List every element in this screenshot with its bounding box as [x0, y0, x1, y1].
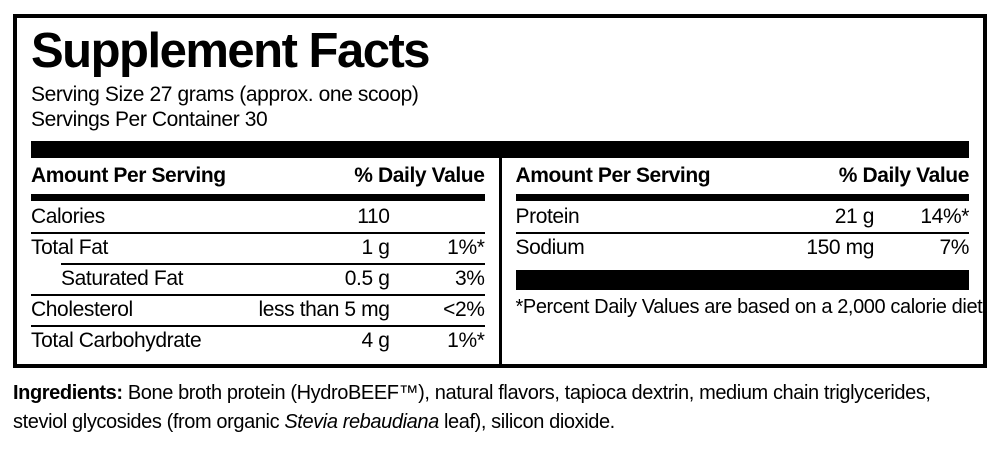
- nutrient-amount: less than 5 mg: [258, 297, 390, 321]
- table-row-saturated-fat: Saturated Fat 0.5 g 3%: [31, 263, 485, 294]
- thick-divider-bar-footnote: [515, 270, 969, 290]
- column-divider-rule: [498, 158, 502, 364]
- ingredients-label: Ingredients:: [13, 382, 123, 404]
- supplement-facts-panel: Supplement Facts Serving Size 27 grams (…: [13, 14, 988, 368]
- header-rule-bar: [515, 194, 969, 201]
- daily-value-header: % Daily Value: [354, 164, 485, 187]
- nutrient-dv: 1%*: [447, 328, 485, 352]
- amount-per-serving-header: Amount Per Serving: [31, 164, 226, 187]
- serving-info: Serving Size 27 grams (approx. one scoop…: [31, 82, 969, 132]
- nutrient-amount: 110: [357, 204, 390, 228]
- servings-per-container-text: Servings Per Container 30: [31, 108, 268, 131]
- daily-value-footnote: *Percent Daily Values are based on a 2,0…: [515, 296, 988, 318]
- nutrient-name: Protein: [515, 204, 580, 228]
- right-nutrition-column: Amount Per Serving % Daily Value Protein…: [515, 158, 988, 364]
- nutrient-amount: 4 g: [361, 328, 390, 352]
- table-row-total-carbohydrate: Total Carbohydrate 4 g 1%*: [31, 325, 485, 356]
- table-row-total-fat: Total Fat 1 g 1%*: [31, 232, 485, 263]
- nutrient-amount: 1 g: [361, 235, 390, 259]
- header-rule-bar: [31, 194, 485, 201]
- left-nutrition-column: Amount Per Serving % Daily Value Calorie…: [31, 158, 485, 364]
- nutrient-dv: 1%*: [447, 235, 485, 259]
- ingredients-paragraph: Ingredients: Bone broth protein (HydroBE…: [13, 379, 987, 437]
- nutrient-name: Total Fat: [31, 235, 108, 259]
- ingredients-text-before: Bone broth protein (HydroBEEF™), natural…: [13, 382, 931, 433]
- serving-size-text: Serving Size 27 grams (approx. one scoop…: [31, 83, 419, 106]
- nutrient-name: Total Carbohydrate: [31, 328, 202, 352]
- table-row-cholesterol: Cholesterol less than 5 mg <2%: [31, 294, 485, 325]
- nutrient-name: Saturated Fat: [61, 266, 184, 290]
- nutrient-dv: <2%: [443, 297, 485, 321]
- thick-divider-bar-top: [31, 141, 969, 158]
- nutrient-dv: 3%: [454, 266, 485, 290]
- ingredients-species-italic: Stevia rebaudiana: [284, 411, 439, 433]
- table-row-calories: Calories 110: [31, 201, 485, 232]
- nutrition-columns: Amount Per Serving % Daily Value Calorie…: [31, 158, 988, 364]
- right-column-header: Amount Per Serving % Daily Value: [516, 158, 970, 194]
- nutrient-amount: 150 mg: [806, 235, 874, 259]
- nutrient-amount: 21 g: [834, 204, 875, 228]
- nutrient-name: Cholesterol: [31, 297, 133, 321]
- panel-title: Supplement Facts: [31, 24, 431, 78]
- daily-value-header: % Daily Value: [838, 164, 970, 187]
- left-column-header: Amount Per Serving % Daily Value: [31, 158, 485, 194]
- nutrient-amount: 0.5 g: [344, 266, 390, 290]
- nutrient-dv: 14%*: [920, 204, 969, 228]
- nutrient-dv: 7%: [939, 235, 969, 259]
- nutrient-name: Calories: [31, 204, 105, 228]
- amount-per-serving-header: Amount Per Serving: [515, 164, 711, 187]
- ingredients-text-after: leaf), silicon dioxide.: [438, 411, 615, 433]
- table-row-sodium: Sodium 150 mg 7%: [515, 232, 969, 263]
- table-row-protein: Protein 21 g 14%*: [516, 201, 970, 232]
- nutrient-name: Sodium: [515, 235, 585, 259]
